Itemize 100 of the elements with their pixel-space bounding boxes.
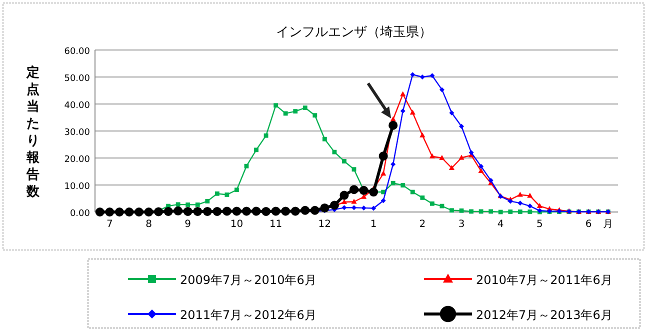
point [262,206,271,216]
point [469,209,474,214]
point [154,207,164,216]
point [340,190,349,200]
point [105,208,114,216]
point [459,208,464,213]
y-tick-label: 10.00 [64,182,90,192]
point [271,206,280,216]
point [114,208,124,216]
point [244,164,249,168]
point [332,150,337,154]
x-tick-label: 4 [497,219,504,230]
point [527,192,533,198]
point [439,155,445,160]
point [342,159,346,164]
point [174,206,183,216]
point [439,87,444,92]
point [390,162,396,167]
point [124,208,134,216]
point [518,210,522,214]
x-tick-label: 6 [585,219,592,230]
point [371,206,376,211]
x-tick-label: 8 [146,219,152,230]
point [420,74,425,80]
point [518,200,523,206]
x-tick-label: 月 [603,219,614,230]
point [420,195,425,200]
point [410,190,415,194]
point [430,201,434,206]
point [459,124,464,129]
point [302,106,308,110]
legend-label: 2009年7月～2010年6月 [180,273,316,287]
point [449,110,454,116]
point [458,154,464,160]
point [378,152,388,161]
x-tick-label: 11 [269,219,282,230]
point [134,208,144,216]
point [390,116,396,122]
y-tick-label: 60.00 [64,47,90,57]
point [400,108,406,114]
point [144,208,154,216]
point [351,198,357,204]
point [528,210,532,214]
point [342,205,347,210]
y-tick-label: 20.00 [64,155,90,165]
x-tick-label: 12 [318,219,332,230]
point [264,133,268,138]
point [274,103,278,108]
point [300,206,310,215]
x-tick-label: 5 [536,219,543,230]
x-tick-label: 2 [419,219,426,230]
point [330,200,339,210]
point [202,206,212,216]
point [320,203,330,212]
point [183,206,192,216]
point [361,205,366,210]
x-tick-label: 1 [370,219,377,230]
point [536,203,542,208]
point [283,111,288,116]
point [359,186,368,195]
point [410,110,416,115]
y-axis-title: 定点当たり報告数 [26,64,40,200]
point [369,188,378,197]
point [478,209,484,214]
point [400,183,406,188]
point [254,148,258,152]
chart-title: インフルエンザ（埼玉県） [276,25,432,40]
x-tick-label: 10 [230,219,244,230]
point [388,120,398,130]
point [430,73,435,78]
x-tick-label: 3 [458,219,465,230]
point [310,206,320,215]
point [293,109,298,114]
point [193,206,202,216]
point [400,91,406,96]
point [186,202,190,207]
point [322,136,327,142]
point [440,204,444,208]
point [478,164,484,169]
point [380,198,386,204]
point [212,206,222,216]
point [205,199,210,204]
point [352,167,356,172]
point [176,202,180,207]
point [341,199,348,204]
y-tick-label: 40.00 [64,101,90,111]
point [234,188,239,192]
legend-label: 2012年7月～2013年6月 [476,308,612,322]
point [429,153,435,158]
point [527,204,532,209]
point [222,206,232,216]
point [214,191,220,196]
point [164,206,173,216]
x-tick-label: 9 [184,219,192,230]
point [448,164,455,170]
y-tick-label: 50.00 [64,74,90,84]
point [390,180,396,186]
y-tick-label: 0.00 [70,209,90,219]
point [195,202,200,207]
point [508,210,513,214]
